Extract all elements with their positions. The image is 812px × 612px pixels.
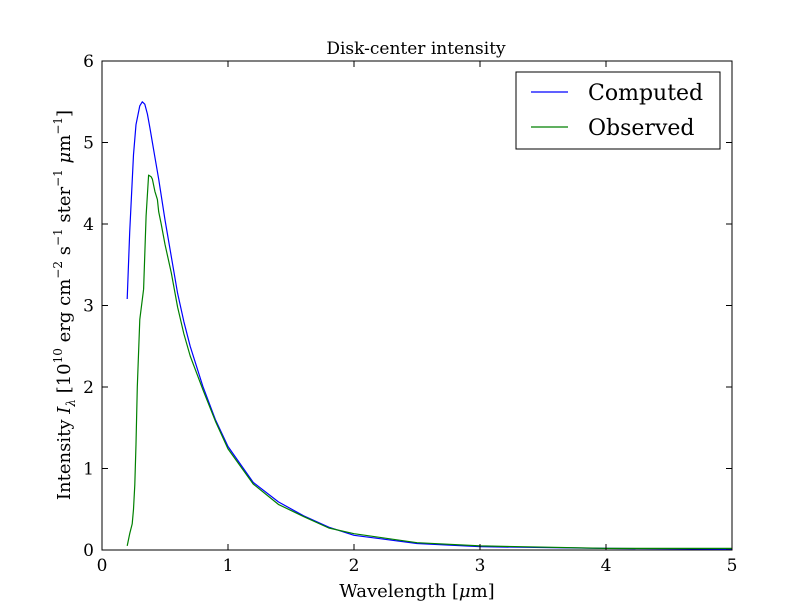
- series-line-observed: [126, 174, 732, 550]
- legend-label-observed: Observed: [588, 116, 694, 141]
- x-tick-label: 4: [601, 556, 612, 576]
- x-tick-label: 2: [349, 556, 360, 576]
- x-axis-title: Wavelength [μm]: [339, 581, 494, 602]
- y-tick-label: 1: [83, 460, 94, 480]
- x-tick-label: 5: [727, 556, 738, 576]
- y-tick-label: 3: [83, 297, 94, 317]
- legend: Computed Observed: [515, 71, 721, 150]
- x-tick-label: 0: [97, 556, 108, 576]
- y-tick-label: 0: [83, 541, 94, 561]
- legend-box: [515, 71, 721, 150]
- chart-title: Disk-center intensity: [326, 39, 506, 59]
- x-tick-label: 3: [475, 556, 486, 576]
- y-axis-ticks: 0 1 2 3 4 5 6: [83, 52, 732, 561]
- y-axis-title: Intensity Iλ [1010 erg cm−2 s−1 ster−1 μ…: [51, 110, 78, 500]
- x-axis-ticks: 0 1 2 3 4 5: [97, 61, 738, 576]
- series-lines: [126, 101, 733, 550]
- x-tick-label: 1: [223, 556, 234, 576]
- y-tick-label: 4: [83, 215, 94, 235]
- y-tick-label: 6: [83, 52, 94, 72]
- legend-label-computed: Computed: [588, 81, 703, 106]
- y-tick-label: 2: [83, 378, 94, 398]
- y-tick-label: 5: [83, 134, 94, 154]
